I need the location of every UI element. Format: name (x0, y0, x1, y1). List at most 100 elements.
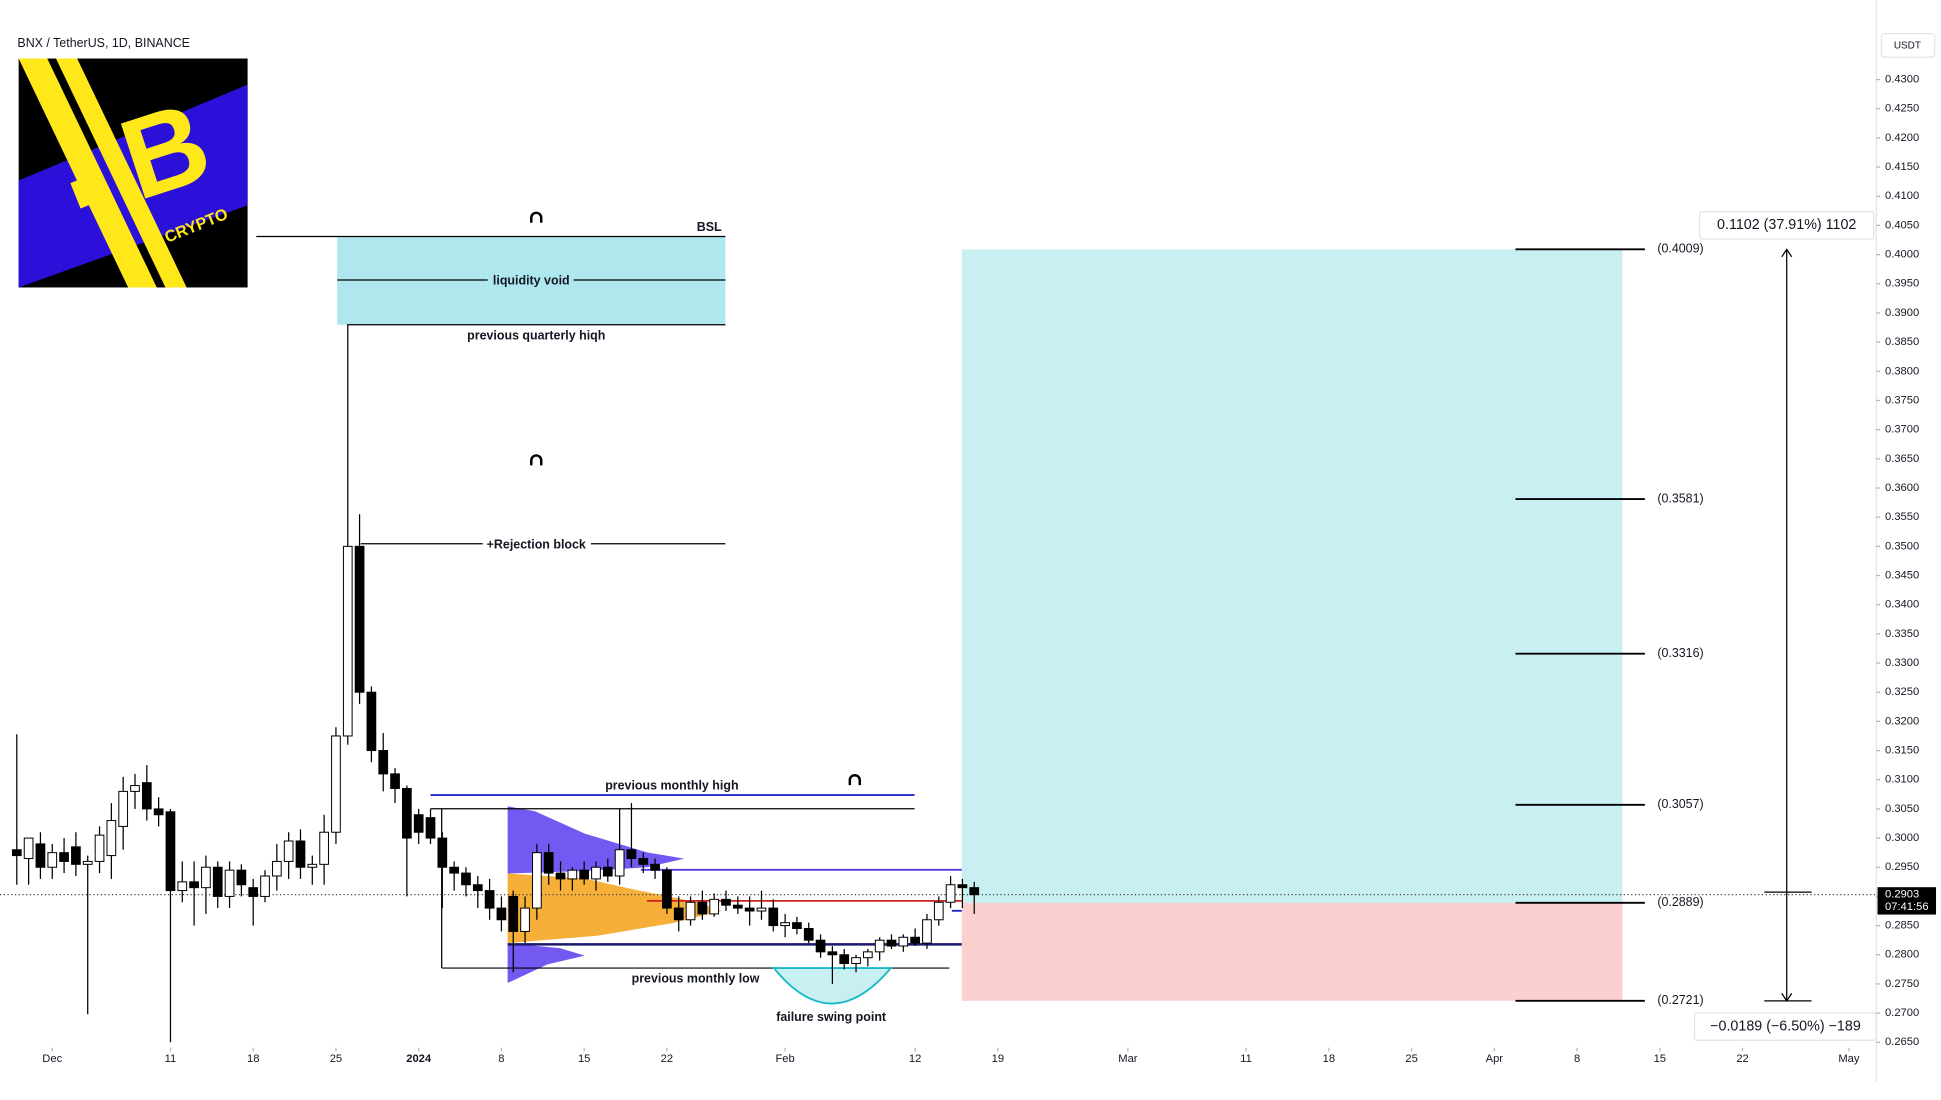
level-label: (0.3581) (1657, 491, 1703, 505)
y-tick-label: 0.4300 (1885, 74, 1919, 86)
x-tick-label: 25 (330, 1053, 342, 1065)
candle-body (803, 928, 814, 941)
candle-body (331, 735, 341, 833)
measure-down: −0.0189 (−6.50%) −189 (1710, 1018, 1861, 1034)
y-tick-label: 0.2800 (1885, 949, 1919, 961)
candle-body (567, 869, 578, 880)
candle-body (898, 936, 909, 947)
level-label: (0.2721) (1657, 993, 1703, 1007)
candle-body (23, 837, 34, 859)
candle-body (484, 890, 495, 909)
candles (11, 324, 980, 1043)
candle-body (130, 785, 140, 792)
y-tick-label: 0.3200 (1885, 715, 1919, 727)
candle-body (11, 849, 22, 857)
y-tick-label: 0.4000 (1885, 249, 1919, 261)
candle-body (236, 869, 247, 886)
candle-body (721, 898, 731, 906)
candle-body (744, 907, 755, 912)
logo-stripe (18, 58, 157, 288)
candle-body (543, 852, 554, 874)
annotation: liquidity void (493, 274, 570, 288)
magnet-icon (530, 211, 543, 223)
y-tick-label: 0.3050 (1885, 803, 1919, 815)
candle-body (47, 852, 58, 868)
y-tick-label: 0.4050 (1885, 219, 1919, 231)
logo-square (70, 174, 102, 209)
candle-body (874, 939, 885, 953)
x-tick-label: 25 (1405, 1053, 1417, 1065)
candle-body (437, 837, 448, 868)
candle-body (472, 884, 483, 892)
candle-body (153, 808, 164, 816)
annotation: BSL (697, 220, 722, 234)
y-tick-label: 0.3250 (1885, 686, 1919, 698)
candle-body (118, 790, 129, 827)
y-tick-label: 0.3700 (1885, 424, 1919, 436)
candle-body (177, 881, 188, 892)
candle-body (532, 852, 542, 909)
y-tick-label: 0.3400 (1885, 599, 1919, 611)
candle-body (94, 834, 105, 862)
candle-body (851, 957, 861, 965)
last-price-label: 0.2903 (1885, 889, 1919, 901)
position-tool (0, 248, 1877, 1002)
y-tick-label: 0.3100 (1885, 774, 1919, 786)
candle-body (673, 907, 684, 921)
y-tick-label: 0.4100 (1885, 190, 1919, 202)
x-tick-label: 18 (247, 1053, 259, 1065)
logo: B CRYPTO (18, 58, 248, 288)
labels: BNX / TetherUS, 1D, BINANCE USDT BSL liq… (17, 0, 1937, 1083)
y-tick-label: 0.3750 (1885, 394, 1919, 406)
candle-body (165, 811, 176, 892)
x-tick-label: Mar (1118, 1053, 1138, 1065)
currency[interactable]: USDT (1894, 41, 1921, 52)
candle-body (141, 782, 152, 810)
y-tick-label: 0.2700 (1885, 1007, 1919, 1019)
candle-body (827, 951, 838, 956)
candle-body (508, 895, 519, 932)
volume-profile (507, 943, 585, 983)
x-tick-label: 15 (1654, 1053, 1666, 1065)
candle-body (82, 860, 93, 865)
candle-body (756, 907, 767, 912)
x-tick-label: 12 (909, 1053, 921, 1065)
chart-title: BNX / TetherUS, 1D, BINANCE (17, 36, 190, 50)
currency-box[interactable] (1880, 33, 1936, 58)
candle-body (886, 939, 897, 947)
candle-body (591, 866, 601, 880)
magnet-icon (848, 774, 862, 786)
candle-body (425, 817, 436, 839)
measure-box (1698, 210, 1875, 240)
candle-body (189, 881, 199, 889)
y-tick-label: 0.3350 (1885, 628, 1919, 640)
x-tick-label: 11 (1240, 1053, 1252, 1065)
annotation: previous monthly high (605, 779, 738, 793)
candle-body (354, 545, 365, 693)
candle-body (650, 863, 660, 871)
y-tick-label: 0.3600 (1885, 482, 1919, 494)
candle-body (839, 954, 850, 965)
y-tick-label: 0.3000 (1885, 832, 1919, 844)
candle-body (555, 872, 566, 880)
target-zone (961, 249, 1623, 903)
y-tick-label: 0.3550 (1885, 511, 1919, 523)
candle-body (614, 849, 625, 877)
candle-body (638, 857, 649, 865)
x-tick-label: Dec (42, 1053, 62, 1065)
candle-body (862, 951, 873, 959)
candle-body (602, 866, 613, 877)
annotation: failure swing point (776, 1010, 886, 1024)
candle-body (732, 904, 743, 909)
candle-body (71, 846, 81, 865)
y-tick-label: 0.3500 (1885, 540, 1919, 552)
candle-body (520, 907, 530, 932)
x-tick-label: 2024 (406, 1053, 432, 1065)
y-tick-label: 0.3150 (1885, 745, 1919, 757)
y-tick-label: 0.3850 (1885, 336, 1919, 348)
x-tick-label: 22 (1736, 1053, 1748, 1065)
measure-up: 0.1102 (37.91%) 1102 (1717, 217, 1856, 233)
candle-body (248, 887, 259, 897)
candle-body (579, 869, 590, 880)
